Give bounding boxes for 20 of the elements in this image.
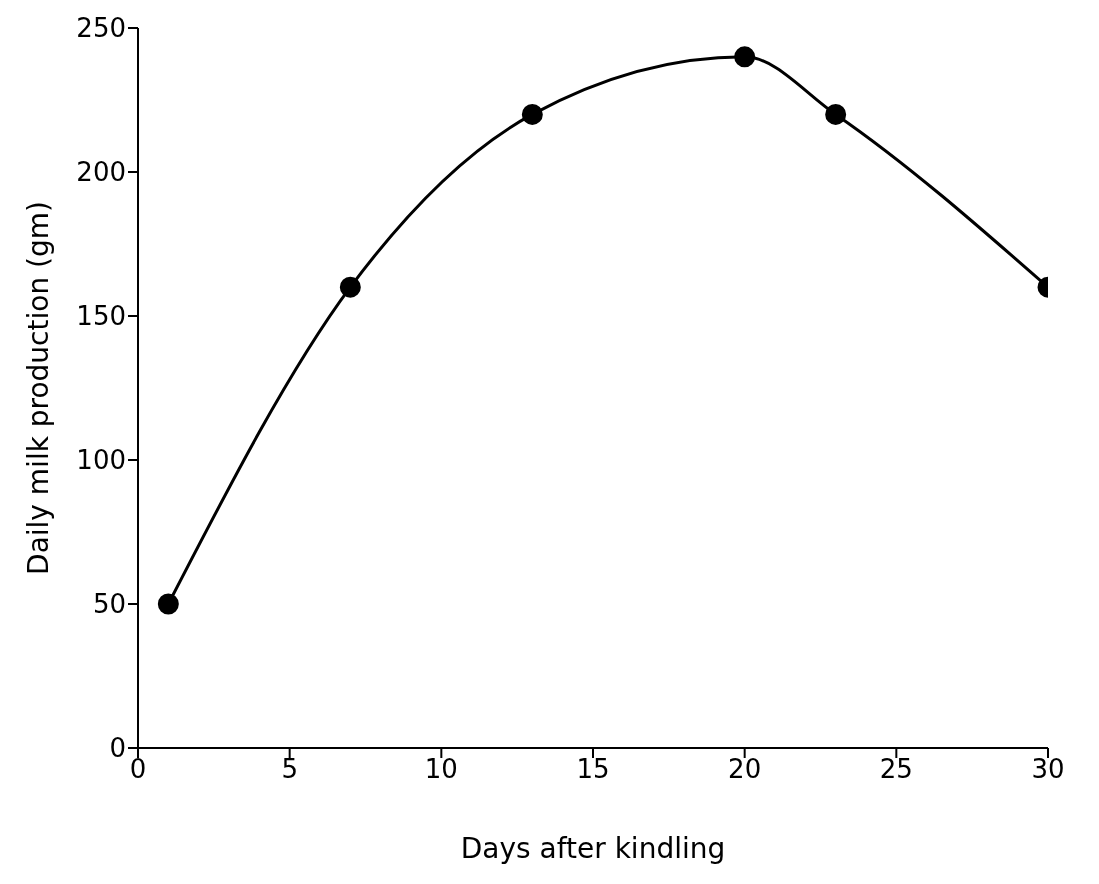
y-tick-label: 0 [109,733,126,764]
point [521,103,543,125]
y-tick-label: 100 [76,445,126,476]
x-tick-label: 10 [424,754,458,785]
point [339,276,361,298]
y-tick-label: 50 [92,589,126,620]
point [157,593,179,615]
point [825,103,847,125]
x-tick-label: 30 [1031,754,1065,785]
x-axis-title: Days after kindling [460,831,726,865]
y-tick-label: 150 [76,301,126,332]
y-tick-label: 250 [76,13,126,44]
x-tick-label: 5 [281,754,298,785]
x-tick-label: 20 [728,754,762,785]
point [734,46,756,68]
y-tick-label: 200 [76,157,126,188]
x-tick-label: 15 [576,754,610,785]
x-tick-label: 0 [129,754,147,785]
y-axis-title: Daily milk production (gm) [21,201,55,575]
x-tick-label: 25 [879,754,913,785]
